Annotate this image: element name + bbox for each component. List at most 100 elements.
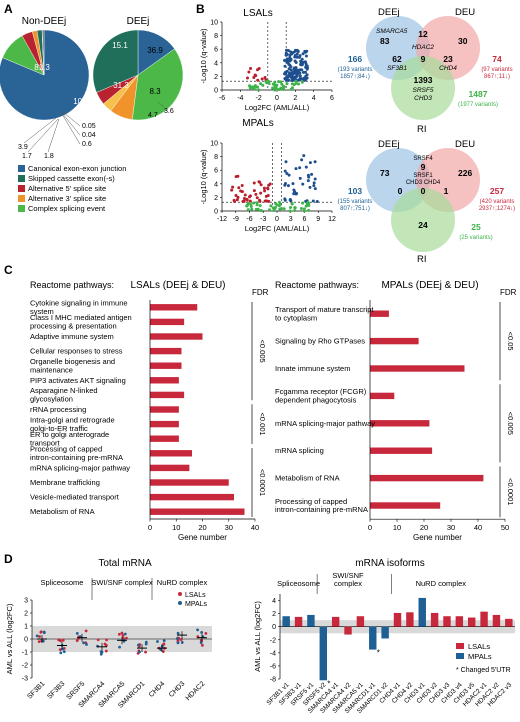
venn-count: 226	[458, 168, 472, 178]
category-label: Processing of capped	[30, 445, 102, 454]
volcano-point	[273, 83, 277, 87]
volcano-point	[295, 52, 299, 56]
volcano-point	[269, 204, 273, 208]
volcano-point	[256, 78, 260, 82]
venn-gene: SMARCA5	[376, 28, 408, 35]
legend-label: MPALs	[468, 652, 492, 661]
legend-label: Complex splicing event	[28, 204, 106, 213]
venn-gene: HDAC2	[412, 44, 434, 51]
dot-point	[196, 628, 199, 632]
volcano-point	[312, 184, 316, 188]
volcano-point	[313, 160, 317, 164]
category-label: Fcgamma receptor (FCGR)	[275, 387, 367, 396]
bar	[430, 612, 439, 627]
volcano-point	[235, 198, 239, 202]
volcano-point	[291, 182, 295, 186]
bar	[150, 304, 198, 311]
volcano-point	[248, 199, 252, 203]
category-label: mRNA splicing	[275, 446, 324, 455]
volcano-point	[279, 80, 283, 84]
x-tick-label: 20	[198, 523, 206, 532]
volcano-point	[257, 180, 261, 184]
volcano-point	[284, 48, 288, 52]
x-tick-label: 10	[393, 523, 401, 532]
pie-deej	[92, 29, 184, 121]
volcano-point	[280, 207, 284, 211]
dot-point	[138, 650, 141, 654]
volcano-point	[295, 55, 299, 59]
panel-letter-b: B	[196, 2, 205, 16]
volcano-point	[254, 207, 258, 211]
venn-count: 30	[458, 36, 468, 46]
dot-point	[144, 642, 148, 646]
volcano-point	[290, 77, 294, 81]
bar	[307, 614, 315, 627]
volcano-point	[257, 88, 261, 92]
bar	[331, 616, 340, 627]
pie-label: 1.8	[44, 153, 54, 160]
volcano-point	[263, 75, 267, 79]
legend-label: LSALs	[185, 592, 206, 599]
volcano-point	[291, 50, 295, 54]
bar	[370, 502, 441, 509]
volcano-point	[267, 81, 271, 85]
dot-point	[137, 643, 140, 647]
bar	[150, 347, 182, 355]
bar	[370, 365, 465, 372]
dot-point	[38, 635, 41, 638]
dot-point	[35, 634, 39, 638]
category-label: Cellular responses to stress	[30, 347, 123, 356]
y-tick-label: 8	[214, 154, 218, 161]
volcano-point	[294, 192, 298, 196]
venn-sub: (155 variants	[338, 199, 373, 205]
pie-label: 31.3	[113, 81, 129, 90]
category-label: maintenance	[30, 365, 73, 374]
dot-point	[118, 645, 121, 649]
volcano-point	[293, 190, 297, 194]
volcano-point	[302, 207, 306, 211]
venn-label-ri: RI	[417, 254, 427, 265]
bar	[443, 616, 451, 627]
bar	[150, 406, 179, 413]
volcano-point	[313, 187, 317, 191]
y-tick-label: 8	[214, 33, 218, 40]
bar	[370, 474, 484, 482]
volcano-point	[277, 80, 281, 84]
venn-sub: 867↑;11↓)	[484, 74, 510, 80]
y-tick-label: 0	[24, 637, 28, 644]
x-tick-label: 30	[447, 523, 455, 532]
dot-point	[156, 640, 159, 643]
volcano-point	[258, 199, 262, 203]
dot-point	[59, 639, 62, 643]
fdr-label-mpal: FDR	[500, 288, 517, 297]
bar	[150, 435, 179, 442]
pie-label: 81.3	[34, 63, 50, 72]
volcano-point	[264, 199, 268, 203]
dot-point	[176, 641, 180, 645]
volcano-point	[293, 209, 297, 213]
venn-label-ri: RI	[417, 124, 427, 135]
category-label: Metabolism of RNA	[275, 474, 340, 483]
volcano-point	[304, 54, 308, 58]
pie-label: 3.9	[18, 144, 28, 151]
dot-point	[121, 633, 125, 637]
dot-point	[199, 641, 203, 645]
volcano-point	[240, 183, 244, 187]
isoforms-title: mRNA isoforms	[355, 558, 424, 569]
bar	[468, 617, 476, 627]
category-label: Membrane trafficking	[30, 478, 100, 487]
y-tick-label: 4	[214, 181, 218, 188]
group-label: Spliceosome	[277, 579, 320, 588]
volcano-point	[293, 48, 297, 52]
pie-label: 0.6	[82, 141, 92, 148]
venn-gene: SRSF1	[413, 173, 433, 179]
bar	[150, 479, 229, 486]
group-label: SWI/SNF complex	[91, 578, 153, 587]
pie-slice	[42, 29, 45, 76]
dot-point	[162, 639, 166, 643]
category-label: dependent phagocytosis	[275, 396, 357, 405]
venn-sub: (25 variants)	[459, 235, 492, 241]
volcano-point	[259, 191, 263, 195]
y-tick-label: 2	[272, 611, 276, 618]
volcano-point	[284, 160, 288, 164]
